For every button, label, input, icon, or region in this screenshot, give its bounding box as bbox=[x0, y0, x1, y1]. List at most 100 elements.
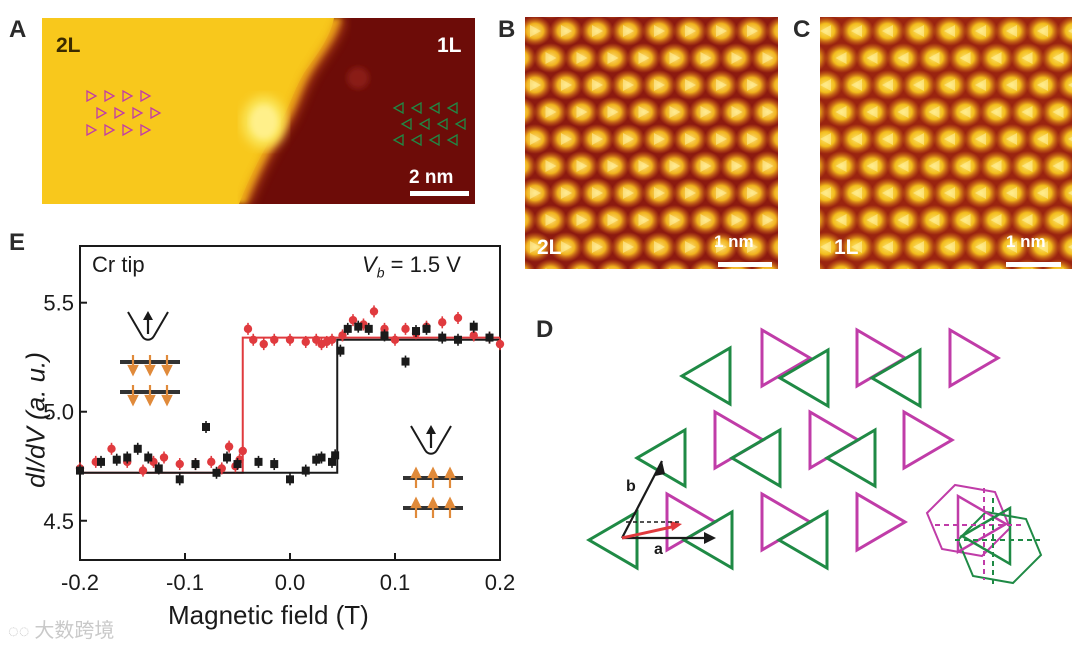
data-point bbox=[112, 455, 121, 464]
lattice-triangle bbox=[545, 52, 557, 64]
magenta-marker bbox=[86, 123, 98, 137]
data-point bbox=[401, 324, 410, 334]
magenta-marker bbox=[150, 106, 162, 120]
data-point bbox=[175, 459, 184, 469]
lattice-triangle bbox=[1037, 241, 1048, 253]
data-point bbox=[254, 457, 263, 466]
data-point bbox=[97, 457, 105, 466]
data-point bbox=[259, 339, 268, 349]
lattice-triangle bbox=[1037, 25, 1048, 37]
green-triangle bbox=[634, 427, 687, 489]
lattice-triangle bbox=[975, 241, 986, 253]
panel-a-right-label: 1L bbox=[437, 34, 462, 57]
lattice-triangle bbox=[654, 79, 665, 91]
data-point bbox=[338, 331, 347, 340]
tip-label: Cr tip bbox=[92, 252, 145, 277]
lattice-triangle bbox=[851, 187, 862, 199]
lattice-triangle bbox=[944, 133, 955, 145]
lattice-triangle bbox=[928, 160, 940, 172]
data-point bbox=[331, 451, 340, 460]
data-point bbox=[380, 324, 389, 334]
panel-b-letter: B bbox=[498, 16, 516, 43]
panel-e-chart: -0.2 -0.1 0.0 0.1 0.2 4.5 5.0 5.5 bbox=[0, 236, 530, 647]
lattice-triangle bbox=[913, 25, 924, 37]
x-tick-label: -0.1 bbox=[166, 570, 204, 595]
lattice-triangle bbox=[576, 214, 588, 226]
lattice-triangle bbox=[975, 79, 986, 91]
lattice-triangle bbox=[820, 187, 831, 199]
data-point bbox=[202, 422, 210, 431]
magenta-marker bbox=[122, 89, 134, 103]
data-point bbox=[191, 460, 200, 469]
data-point bbox=[401, 357, 410, 366]
green-marker bbox=[454, 117, 466, 131]
lattice-triangle bbox=[623, 79, 634, 91]
magenta-marker bbox=[104, 123, 116, 137]
magenta-triangle bbox=[902, 409, 955, 471]
data-point bbox=[233, 460, 242, 469]
lattice-triangle bbox=[530, 133, 541, 145]
lattice-triangle bbox=[975, 25, 986, 37]
lattice-triangle bbox=[882, 241, 893, 253]
watermark-logo-icon: ◌◌ bbox=[8, 621, 35, 641]
lattice-triangle bbox=[990, 214, 1002, 226]
data-point bbox=[327, 335, 337, 344]
lattice-triangle bbox=[654, 187, 665, 199]
lattice-triangle bbox=[638, 52, 650, 64]
bias-label: Vb = 1.5 V bbox=[362, 252, 461, 280]
data-point bbox=[495, 339, 505, 349]
lattice-triangle bbox=[685, 241, 696, 253]
green-marker bbox=[446, 101, 458, 115]
lattice-triangle bbox=[1037, 79, 1048, 91]
lattice-triangle bbox=[928, 52, 940, 64]
lattice-triangle bbox=[1006, 241, 1017, 253]
lattice-triangle bbox=[638, 106, 650, 118]
lattice-triangle bbox=[700, 160, 712, 172]
lattice-triangle bbox=[835, 160, 847, 172]
scale-bar-a bbox=[410, 191, 469, 196]
lattice-triangle bbox=[1021, 106, 1033, 118]
data-point bbox=[312, 455, 321, 464]
lattice-triangle bbox=[561, 79, 572, 91]
magenta-marker bbox=[122, 123, 134, 137]
lattice-triangle bbox=[820, 79, 831, 91]
lattice-triangle bbox=[1052, 106, 1064, 118]
lattice-triangle bbox=[731, 160, 743, 172]
lattice-triangle bbox=[592, 25, 603, 37]
x-axis-label: Magnetic field (T) bbox=[168, 600, 369, 630]
green-triangle bbox=[681, 509, 734, 571]
lattice-triangle bbox=[975, 133, 986, 145]
lattice-triangle bbox=[944, 241, 955, 253]
lattice-triangle bbox=[530, 25, 541, 37]
green-triangle bbox=[869, 347, 922, 409]
data-point bbox=[123, 453, 132, 462]
lattice-triangle bbox=[913, 133, 924, 145]
lattice-triangle bbox=[897, 160, 909, 172]
magenta-triangle bbox=[948, 327, 1001, 389]
data-point bbox=[301, 466, 310, 475]
lattice-triangle bbox=[1037, 133, 1048, 145]
magenta-marker bbox=[132, 106, 144, 120]
panel-b-scale-text: 1 nm bbox=[714, 232, 754, 251]
vector-b-label: b bbox=[626, 478, 636, 495]
lattice-triangle bbox=[944, 25, 955, 37]
lattice-triangle bbox=[731, 52, 743, 64]
x-tick-label: -0.2 bbox=[61, 570, 99, 595]
magenta-marker bbox=[86, 89, 98, 103]
lattice-triangle bbox=[762, 160, 774, 172]
green-triangle bbox=[776, 509, 829, 571]
inset-parallel bbox=[403, 425, 463, 518]
magenta-marker bbox=[140, 89, 152, 103]
green-marker bbox=[410, 101, 422, 115]
green-marker bbox=[446, 133, 458, 147]
data-point bbox=[207, 457, 216, 467]
data-point bbox=[270, 460, 279, 469]
data-point bbox=[175, 475, 184, 484]
lattice-triangle bbox=[530, 79, 541, 91]
lattice-triangle bbox=[685, 187, 696, 199]
lattice-triangle bbox=[1006, 187, 1017, 199]
lattice-triangle bbox=[866, 106, 878, 118]
x-tick-label: 0.0 bbox=[275, 570, 306, 595]
data-point bbox=[317, 453, 326, 462]
data-point bbox=[438, 318, 447, 327]
